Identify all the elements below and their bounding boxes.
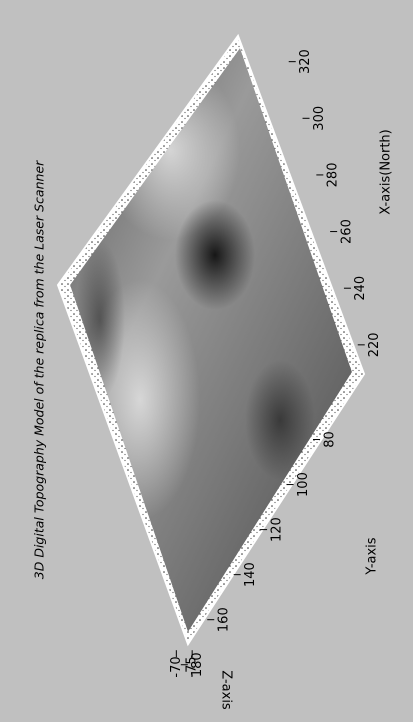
x-tick-label: 280: [326, 163, 341, 188]
z-tick-label: -75: [185, 656, 200, 677]
x-tick-label: 220: [367, 332, 382, 357]
y-tick-label: 100: [296, 472, 311, 497]
y-tick-label: 140: [243, 562, 258, 587]
x-tick-label: 260: [339, 219, 354, 244]
x-tick-label: 320: [298, 49, 313, 74]
y-tick-label: 160: [217, 607, 232, 632]
surface: [70, 48, 352, 632]
chart: 3D Digital Topography Model of the repli…: [0, 0, 413, 722]
z-tick-label: -70: [169, 656, 184, 677]
x-axis-label: X-axis(North): [379, 129, 394, 215]
y-tick-label: 120: [269, 517, 284, 542]
chart-title: 3D Digital Topography Model of the repli…: [32, 160, 47, 579]
x-tick-label: 300: [312, 106, 327, 131]
y-axis-label: Y-axis: [365, 537, 380, 575]
y-tick-label: 80: [322, 431, 337, 448]
z-axis-label: Z-axis: [219, 670, 234, 710]
x-tick-label: 240: [353, 276, 368, 301]
